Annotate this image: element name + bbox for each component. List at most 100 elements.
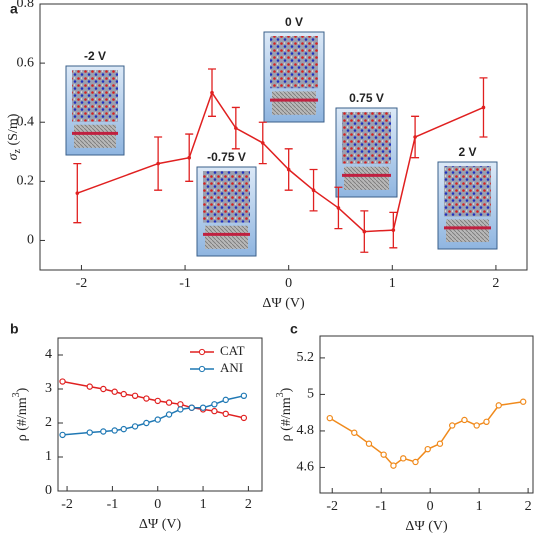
- inset-label: -0.75 V: [207, 150, 246, 164]
- y-axis-label: ρ (#/nm3): [11, 387, 30, 441]
- inset-wall: [344, 166, 389, 190]
- panel-label: a: [10, 1, 18, 17]
- y-tick-label: 5: [307, 387, 314, 402]
- data-point: [120, 390, 127, 398]
- y-tick-label: 0: [27, 233, 34, 248]
- x-tick-label: 0: [427, 499, 434, 514]
- y-axis-label-part: ρ (#/nm: [15, 397, 30, 441]
- data-point: [365, 440, 373, 447]
- axes-frame: [319, 335, 534, 494]
- data-point: [481, 105, 486, 110]
- inset-layer: [444, 226, 491, 230]
- data-point: [120, 425, 127, 433]
- inset-liquid: [203, 171, 250, 223]
- inset-wall: [446, 219, 489, 243]
- y-axis-label-part: ): [15, 387, 30, 392]
- data-point: [131, 423, 139, 430]
- data-point: [165, 399, 173, 406]
- x-tick-label: -1: [375, 499, 387, 514]
- panel-label: c: [290, 321, 298, 337]
- y-axis-label-part: 3: [11, 392, 22, 397]
- x-axis-label: ΔΨ (V): [262, 296, 305, 311]
- y-tick-label: 0: [45, 483, 52, 498]
- y-tick-label: 5.2: [297, 350, 315, 365]
- inset-label: 0.75 V: [349, 91, 384, 105]
- inset-liquid: [270, 36, 318, 89]
- legend-label: CAT: [220, 343, 245, 358]
- y-axis-label-part: ): [279, 387, 294, 392]
- data-point: [286, 167, 291, 172]
- data-point: [461, 416, 468, 424]
- inset-wall: [205, 225, 248, 249]
- inset-label: -2 V: [84, 49, 106, 63]
- data-point: [520, 398, 527, 405]
- data-line: [329, 400, 524, 467]
- data-point: [199, 404, 207, 411]
- data-point: [380, 451, 387, 458]
- data-point: [188, 404, 195, 411]
- y-axis-label-part: 3: [275, 392, 286, 397]
- data-point: [473, 422, 480, 429]
- data-point: [86, 429, 93, 436]
- axes-frame: [57, 337, 263, 492]
- x-tick-label: -1: [179, 276, 191, 291]
- y-tick-label: 0.2: [17, 174, 35, 189]
- data-point: [351, 429, 358, 436]
- data-point: [59, 431, 66, 439]
- legend-label: ANI: [220, 360, 243, 375]
- y-tick-label: 4: [45, 347, 52, 362]
- data-point: [222, 396, 229, 404]
- data-point: [483, 418, 490, 426]
- y-tick-label: 4.8: [297, 423, 315, 438]
- y-axis-label: ρ (#/nm3): [275, 387, 294, 441]
- x-tick-label: 1: [476, 499, 483, 514]
- inset-layer: [270, 98, 318, 102]
- data-point: [59, 378, 66, 385]
- x-tick-label: -1: [107, 497, 119, 512]
- data-point: [156, 161, 160, 166]
- data-point: [177, 401, 184, 408]
- legend-marker: [198, 365, 206, 373]
- data-point: [311, 188, 316, 192]
- data-point: [436, 440, 444, 447]
- inset-layer: [203, 232, 250, 236]
- inset-liquid: [342, 112, 391, 164]
- x-tick-label: 1: [200, 497, 207, 512]
- data-point: [449, 422, 456, 429]
- data-point: [391, 228, 396, 232]
- data-point: [424, 445, 431, 453]
- inset-layer: [342, 173, 391, 177]
- x-tick-label: 0: [285, 276, 292, 291]
- x-tick-label: 2: [492, 276, 499, 291]
- data-point: [412, 458, 419, 466]
- data-point: [390, 462, 397, 469]
- data-point: [210, 90, 214, 95]
- data-point: [111, 427, 118, 434]
- y-axis-label-part: z: [12, 148, 23, 153]
- y-axis-label-part: ρ (#/nm: [279, 397, 294, 441]
- x-tick-label: 1: [389, 276, 396, 291]
- y-tick-label: 0.6: [17, 55, 35, 70]
- inset-layer: [72, 131, 118, 135]
- data-point: [234, 126, 238, 130]
- data-point: [362, 229, 367, 234]
- data-point: [326, 414, 333, 422]
- data-point: [143, 395, 150, 402]
- axes-frame: [39, 3, 528, 271]
- x-tick-label: -2: [326, 499, 338, 514]
- data-line: [62, 395, 245, 436]
- data-point: [143, 419, 150, 427]
- y-tick-label: 1: [45, 449, 52, 464]
- x-tick-label: -2: [76, 276, 88, 291]
- y-axis-label-part: σ: [6, 152, 21, 160]
- data-point: [165, 411, 173, 418]
- inset-wall: [74, 124, 116, 148]
- y-axis-label: σz (S/m): [6, 113, 23, 160]
- panel-label: b: [10, 321, 19, 337]
- y-tick-label: 0.4: [17, 114, 35, 129]
- y-tick-label: 0.8: [17, 0, 35, 11]
- x-tick-label: -2: [61, 497, 73, 512]
- data-point: [211, 401, 218, 408]
- data-point: [222, 410, 229, 418]
- data-point: [100, 428, 107, 435]
